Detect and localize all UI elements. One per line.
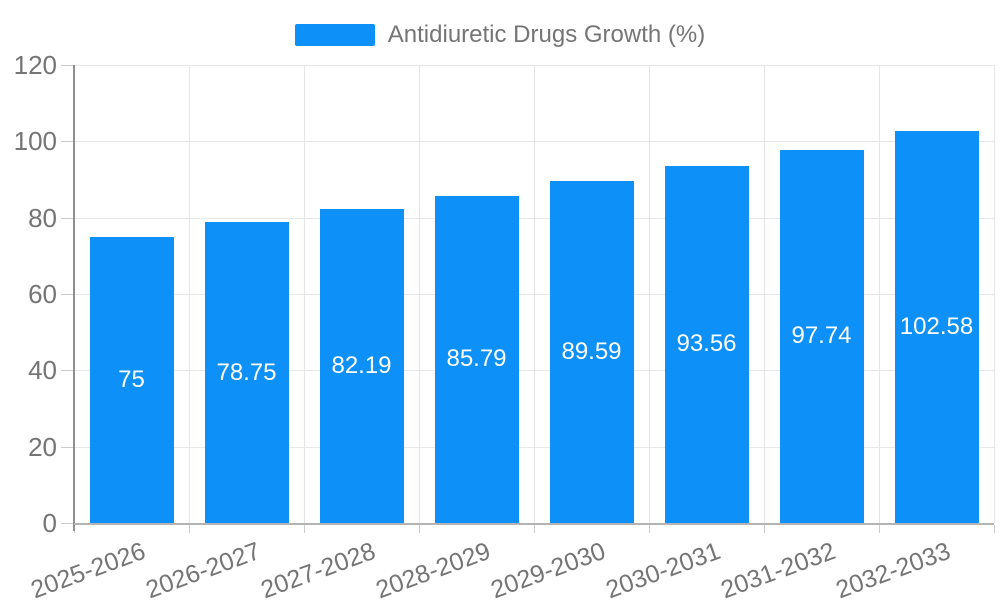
y-axis-tick — [61, 446, 73, 448]
bar-value-label: 82.19 — [331, 352, 392, 380]
x-axis-category-label: 2029-2030 — [487, 537, 610, 600]
bar-value-label: 78.75 — [216, 358, 277, 386]
bar-2032-2033 — [894, 131, 979, 523]
bar-2028-2029 — [434, 195, 519, 523]
y-axis-tick — [61, 294, 73, 295]
x-axis-tick — [304, 525, 305, 533]
x-axis-category-label: 2026-2027 — [142, 537, 265, 600]
x-axis-tick — [764, 525, 765, 533]
bar-2025-2026 — [89, 236, 174, 523]
y-axis-tick-label: 20 — [28, 431, 57, 462]
x-axis-category-label: 2028-2029 — [372, 537, 495, 600]
x-axis-category-label: 2025-2026 — [27, 537, 150, 600]
gridline-vertical — [419, 65, 420, 523]
y-axis-tick — [61, 523, 73, 524]
gridline-vertical — [304, 65, 305, 523]
gridline-vertical — [994, 65, 995, 523]
y-axis-tick-label: 60 — [28, 279, 57, 309]
x-axis-line — [74, 523, 994, 525]
gridline-vertical — [649, 65, 650, 523]
gridline-vertical — [534, 65, 535, 523]
bar-2030-2031 — [664, 165, 749, 523]
y-axis-line — [73, 65, 75, 531]
y-axis-tick-label: 80 — [28, 202, 57, 233]
legend[interactable]: Antidiuretic Drugs Growth (%) — [0, 21, 1000, 49]
legend-swatch-icon — [294, 24, 375, 46]
y-axis-tick — [61, 65, 73, 66]
x-axis-tick — [419, 525, 420, 533]
x-axis-tick — [189, 525, 190, 533]
x-axis-tick — [649, 525, 650, 533]
bar-value-label: 97.74 — [791, 322, 852, 350]
x-axis-category-label: 2030-2031 — [602, 537, 725, 600]
bar-2029-2030 — [549, 181, 634, 523]
y-axis-tick-label: 40 — [28, 355, 57, 386]
x-axis-category-label: 2027-2028 — [257, 537, 380, 600]
x-axis-category-label: 2032-2033 — [832, 537, 955, 600]
y-axis-tick-label: 0 — [42, 508, 57, 538]
legend-label: Antidiuretic Drugs Growth (%) — [387, 21, 706, 48]
bar-value-label: 75 — [118, 365, 145, 393]
gridline-vertical — [879, 65, 880, 523]
y-axis-tick — [61, 141, 73, 143]
y-axis-tick-label: 120 — [13, 50, 57, 80]
bar-value-label: 102.58 — [899, 313, 974, 341]
y-axis-tick — [61, 370, 73, 372]
bar-value-label: 89.59 — [561, 338, 622, 366]
bar-2026-2027 — [204, 222, 289, 523]
gridline-vertical — [764, 65, 765, 523]
y-axis-tick — [61, 217, 73, 219]
y-axis-tick-label: 100 — [13, 126, 57, 157]
bar-2027-2028 — [319, 209, 404, 523]
gridline-vertical — [189, 65, 190, 523]
x-axis-tick — [534, 525, 535, 533]
bar-2031-2032 — [779, 149, 864, 523]
bar-value-label: 93.56 — [676, 330, 737, 358]
x-axis-tick — [994, 525, 995, 533]
x-axis-category-label: 2031-2032 — [717, 537, 840, 600]
bar-value-label: 85.79 — [446, 345, 507, 373]
x-axis-tick — [879, 525, 880, 533]
